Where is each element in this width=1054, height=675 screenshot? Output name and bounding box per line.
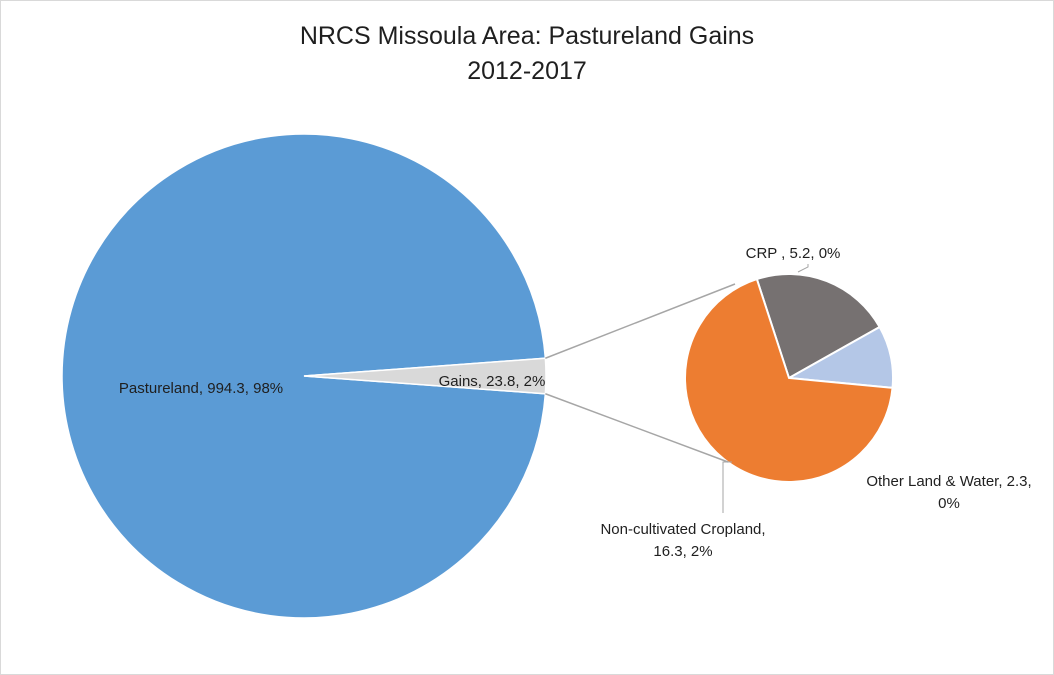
chart-title-line-1: NRCS Missoula Area: Pastureland Gains <box>299 22 755 50</box>
chart-title-line-2: 2012-2017 <box>467 57 587 85</box>
data-label-pastureland: Pastureland, 994.3, 98% <box>119 380 283 397</box>
chart-title: NRCS Missoula Area: Pastureland Gains 20… <box>1 19 1053 89</box>
data-label-other-land-water: Other Land & Water, 2.3, 0% <box>866 473 1031 512</box>
pie-slice-crp <box>755 273 882 380</box>
leader-line-non-cultivated-cropland <box>722 461 732 513</box>
connector-line-bottom <box>545 393 729 463</box>
data-label-crp: CRP , 5.2, 0% <box>746 245 841 262</box>
connector-line-top <box>545 283 736 359</box>
data-label-non-cultivated-cropland: Non-cultivated Cropland, 16.3, 2% <box>600 521 765 560</box>
data-label-gains: Gains, 23.8, 2% <box>439 373 546 390</box>
pie-slice-non-cultivated-cropland <box>684 277 894 483</box>
leader-line-crp <box>797 264 809 273</box>
pie-slice-pastureland <box>61 133 547 619</box>
